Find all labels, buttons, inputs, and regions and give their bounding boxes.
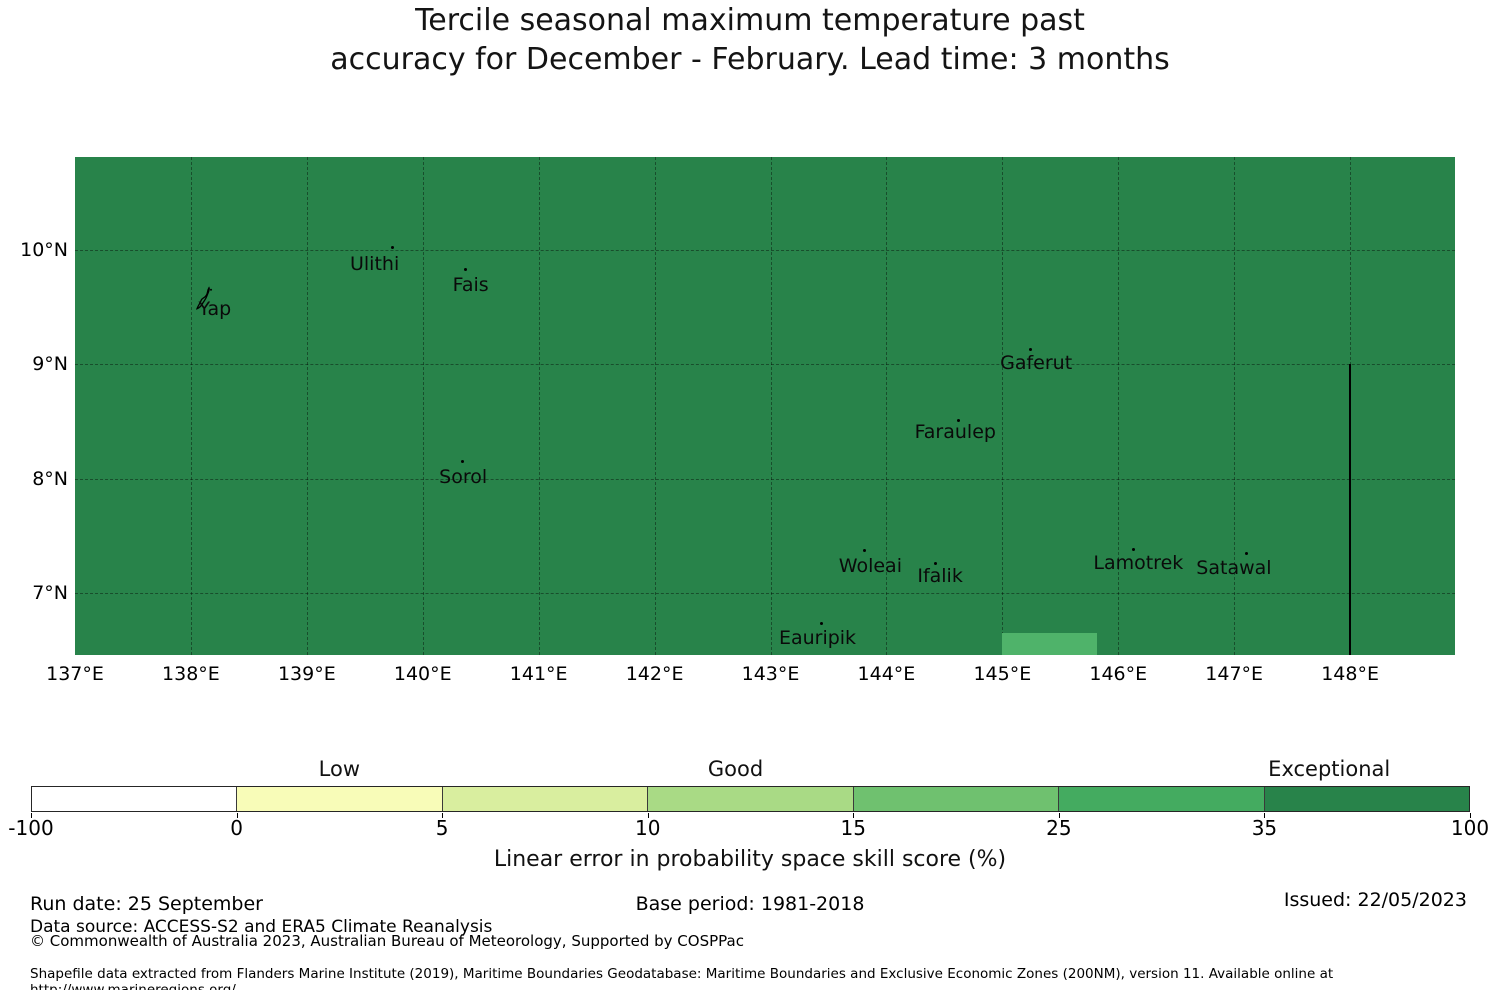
y-axis-tick-label: 10°N	[20, 239, 68, 262]
figure-title-line2: accuracy for December - February. Lead t…	[330, 42, 1170, 77]
colorbar-tickmark	[31, 813, 32, 818]
island-label: Woleai	[838, 554, 902, 577]
colorbar-tickmark	[853, 813, 855, 818]
skill-highlight-patch	[1002, 633, 1098, 655]
shapefile-note-text: Shapefile data extracted from Flanders M…	[30, 966, 1334, 990]
issued-date-text: Issued: 22/05/2023	[1283, 889, 1467, 911]
island-dot	[933, 561, 937, 565]
latitude-gridline	[75, 364, 1455, 366]
colorbar-tickmark	[442, 813, 444, 818]
longitude-gridline	[306, 157, 308, 655]
colorbar-tick-label: 35	[1251, 816, 1278, 840]
longitude-gridline	[422, 157, 424, 655]
island-label: Lamotrek	[1093, 551, 1184, 574]
x-axis-tick-label: 140°E	[393, 663, 452, 685]
colorbar-segment	[237, 787, 443, 811]
longitude-gridline	[1118, 157, 1120, 655]
colorbar-segment	[442, 787, 649, 811]
island-outline-yap	[195, 286, 215, 312]
island-label: Gaferut	[1000, 351, 1073, 374]
colorbar-category-label: Exceptional	[1268, 757, 1391, 781]
colorbar-tickmark	[1470, 813, 1471, 818]
colorbar-tickmark	[236, 813, 238, 818]
island-label: Faraulep	[914, 421, 996, 444]
latitude-gridline	[75, 250, 1455, 252]
latitude-gridline	[75, 478, 1455, 480]
colorbar-tick-label: 5	[435, 816, 449, 840]
island-dot	[1028, 348, 1032, 352]
island-dot	[464, 268, 468, 272]
colorbar-tick-label: 0	[230, 816, 243, 840]
island-dot	[391, 246, 395, 250]
colorbar-tickmark	[1058, 813, 1060, 818]
longitude-gridline	[886, 157, 888, 655]
x-axis-tick-label: 137°E	[46, 663, 104, 685]
y-axis-tick-label: 9°N	[32, 353, 68, 376]
base-period-text: Base period: 1981-2018	[635, 893, 865, 915]
copyright-text: © Commonwealth of Australia 2023, Austra…	[30, 932, 744, 950]
longitude-gridline	[1234, 157, 1236, 655]
island-label: Sorol	[439, 465, 488, 488]
colorbar-category-label: Low	[318, 757, 361, 781]
island-label: Ulithi	[349, 252, 400, 275]
island-dot	[862, 549, 866, 553]
colorbar-category-label: Good	[707, 757, 764, 781]
x-axis-tick-label: 138°E	[162, 663, 220, 685]
x-axis-tick-label: 148°E	[1321, 663, 1379, 685]
colorbar-axis-label: Linear error in probability space skill …	[493, 847, 1007, 872]
x-axis-tick-label: 145°E	[973, 663, 1032, 685]
island-label: Yap	[198, 298, 232, 321]
latitude-gridline	[75, 593, 1455, 595]
y-axis-tick-label: 7°N	[32, 582, 68, 605]
island-label: Eauripik	[778, 626, 857, 649]
island-dot	[956, 418, 960, 422]
x-axis-tick-label: 139°E	[277, 663, 336, 685]
colorbar-tickmark	[1264, 813, 1266, 818]
colorbar-segment	[1059, 787, 1265, 811]
x-axis-tick-label: 142°E	[625, 663, 684, 685]
eez-boundary-line	[1349, 364, 1352, 655]
colorbar-segment	[1264, 787, 1469, 811]
longitude-gridline	[538, 157, 540, 655]
longitude-gridline	[1002, 157, 1004, 655]
longitude-gridline	[770, 157, 772, 655]
y-axis-tick-label: 8°N	[32, 467, 68, 490]
x-axis-tick-label: 141°E	[509, 663, 568, 685]
island-dot	[1131, 548, 1135, 552]
island-dot	[460, 460, 464, 464]
colorbar-tick-label: 100	[1450, 816, 1490, 840]
island-dot	[820, 622, 823, 626]
longitude-gridline	[654, 157, 656, 655]
colorbar	[31, 786, 1470, 812]
colorbar-tick-label: 10	[634, 816, 661, 840]
x-axis-tick-label: 144°E	[857, 663, 916, 685]
figure-title-line1: Tercile seasonal maximum temperature pas…	[415, 3, 1085, 38]
x-axis-tick-label: 147°E	[1205, 663, 1264, 685]
colorbar-segment	[853, 787, 1060, 811]
island-label: Fais	[452, 273, 489, 296]
colorbar-tick-label: 15	[840, 816, 867, 840]
colorbar-segment	[32, 787, 238, 811]
x-axis-tick-label: 143°E	[741, 663, 800, 685]
colorbar-tickmark	[647, 813, 649, 818]
map-plot-area: Yap Ulithi Fais Sorol Gaferut Faraulep Woleai I…	[75, 157, 1455, 655]
island-label: Ifalik	[917, 565, 963, 588]
colorbar-tick-label: 25	[1046, 816, 1072, 840]
longitude-gridline	[190, 157, 192, 655]
x-axis-tick-label: 146°E	[1089, 663, 1148, 685]
run-date-text: Run date: 25 September	[30, 893, 263, 915]
island-dot	[1245, 551, 1249, 555]
data-source-text: Data source: ACCESS-S2 and ERA5 Climate …	[30, 917, 493, 937]
colorbar-segment	[648, 787, 854, 811]
colorbar-tick-label: -100	[8, 816, 54, 840]
island-label: Satawal	[1196, 557, 1272, 580]
